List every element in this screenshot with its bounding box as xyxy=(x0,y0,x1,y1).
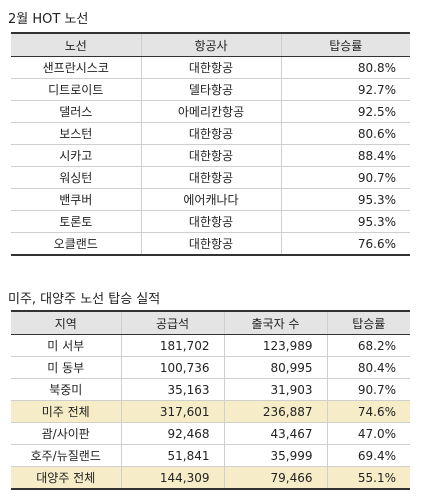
region-cell: 대양주 전체 xyxy=(11,466,121,490)
column-header-load-factor: 탑승률 xyxy=(326,310,410,335)
table-row: 시카고 대한항공 88.4% xyxy=(11,144,410,167)
route-cell: 보스턴 xyxy=(11,122,141,145)
table-row: 보스턴 대한항공 80.6% xyxy=(11,122,410,145)
region-cell: 미 서부 xyxy=(11,334,121,357)
hot-routes-table: 노선 항공사 탑승률 샌프란시스코 대한항공 80.8% 디트로이트 델타항공 92.7%… xyxy=(11,32,410,256)
load-factor-cell: 90.7% xyxy=(326,378,410,401)
route-cell: 오클랜드 xyxy=(11,232,141,256)
departures-cell: 79,466 xyxy=(223,466,327,490)
column-header-region: 지역 xyxy=(11,310,121,335)
airline-cell: 델타항공 xyxy=(140,78,281,101)
column-header-route: 노선 xyxy=(11,32,141,57)
load-factor-cell: 95.3% xyxy=(280,210,410,233)
route-cell: 댈러스 xyxy=(11,100,141,123)
airline-cell: 대한항공 xyxy=(140,144,281,167)
table-row: 미 동부 100,736 80,995 80.4% xyxy=(11,356,410,379)
table-header-row: 지역 공급석 출국자 수 탑승률 xyxy=(11,310,410,335)
region-cell: 호주/뉴질랜드 xyxy=(11,444,121,467)
column-header-departures: 출국자 수 xyxy=(223,310,327,335)
load-factor-cell: 76.6% xyxy=(280,232,410,256)
airline-cell: 대한항공 xyxy=(140,122,281,145)
load-factor-cell: 69.4% xyxy=(326,444,410,467)
load-factor-cell: 68.2% xyxy=(326,334,410,357)
load-factor-cell: 74.6% xyxy=(326,400,410,423)
airline-cell: 대한항공 xyxy=(140,232,281,256)
region-cell: 괌/사이판 xyxy=(11,422,121,445)
route-cell: 토론토 xyxy=(11,210,141,233)
column-header-load-factor: 탑승률 xyxy=(280,32,410,57)
route-cell: 시카고 xyxy=(11,144,141,167)
route-cell: 디트로이트 xyxy=(11,78,141,101)
airline-cell: 에어캐나다 xyxy=(140,188,281,211)
table-row: 디트로이트 델타항공 92.7% xyxy=(11,78,410,101)
seats-cell: 92,468 xyxy=(120,422,224,445)
airline-cell: 아메리칸항공 xyxy=(140,100,281,123)
load-factor-cell: 80.6% xyxy=(280,122,410,145)
load-factor-cell: 80.8% xyxy=(280,56,410,79)
airline-cell: 대한항공 xyxy=(140,210,281,233)
departures-cell: 43,467 xyxy=(223,422,327,445)
table-row: 호주/뉴질랜드 51,841 35,999 69.4% xyxy=(11,444,410,467)
table-row: 토론토 대한항공 95.3% xyxy=(11,210,410,233)
column-header-seats: 공급석 xyxy=(120,310,224,335)
performance-title: 미주, 대양주 노선 탑승 실적 xyxy=(8,292,161,307)
seats-cell: 317,601 xyxy=(120,400,224,423)
table-row: 북중미 35,163 31,903 90.7% xyxy=(11,378,410,401)
table-row: 미 서부 181,702 123,989 68.2% xyxy=(11,334,410,357)
table-row: 오클랜드 대한항공 76.6% xyxy=(11,232,410,256)
table-row: 워싱턴 대한항공 90.7% xyxy=(11,166,410,189)
departures-cell: 80,995 xyxy=(223,356,327,379)
table-row: 밴쿠버 에어캐나다 95.3% xyxy=(11,188,410,211)
route-cell: 밴쿠버 xyxy=(11,188,141,211)
seats-cell: 100,736 xyxy=(120,356,224,379)
departures-cell: 31,903 xyxy=(223,378,327,401)
airline-cell: 대한항공 xyxy=(140,56,281,79)
route-cell: 샌프란시스코 xyxy=(11,56,141,79)
load-factor-cell: 47.0% xyxy=(326,422,410,445)
load-factor-cell: 90.7% xyxy=(280,166,410,189)
departures-cell: 35,999 xyxy=(223,444,327,467)
column-header-airline: 항공사 xyxy=(140,32,281,57)
hot-routes-title: 2월 HOT 노선 xyxy=(8,12,89,27)
performance-table: 지역 공급석 출국자 수 탑승률 미 서부 181,702 123,989 68.2%… xyxy=(11,310,410,490)
load-factor-cell: 92.5% xyxy=(280,100,410,123)
airline-cell: 대한항공 xyxy=(140,166,281,189)
load-factor-cell: 55.1% xyxy=(326,466,410,490)
total-row: 미주 전체 317,601 236,887 74.6% xyxy=(11,400,410,423)
departures-cell: 236,887 xyxy=(223,400,327,423)
seats-cell: 144,309 xyxy=(120,466,224,490)
total-row: 대양주 전체 144,309 79,466 55.1% xyxy=(11,466,410,490)
region-cell: 미주 전체 xyxy=(11,400,121,423)
load-factor-cell: 92.7% xyxy=(280,78,410,101)
departures-cell: 123,989 xyxy=(223,334,327,357)
table-row: 샌프란시스코 대한항공 80.8% xyxy=(11,56,410,79)
region-cell: 북중미 xyxy=(11,378,121,401)
seats-cell: 51,841 xyxy=(120,444,224,467)
table-header-row: 노선 항공사 탑승률 xyxy=(11,32,410,57)
table-row: 괌/사이판 92,468 43,467 47.0% xyxy=(11,422,410,445)
load-factor-cell: 88.4% xyxy=(280,144,410,167)
seats-cell: 181,702 xyxy=(120,334,224,357)
region-cell: 미 동부 xyxy=(11,356,121,379)
load-factor-cell: 95.3% xyxy=(280,188,410,211)
seats-cell: 35,163 xyxy=(120,378,224,401)
route-cell: 워싱턴 xyxy=(11,166,141,189)
load-factor-cell: 80.4% xyxy=(326,356,410,379)
table-row: 댈러스 아메리칸항공 92.5% xyxy=(11,100,410,123)
